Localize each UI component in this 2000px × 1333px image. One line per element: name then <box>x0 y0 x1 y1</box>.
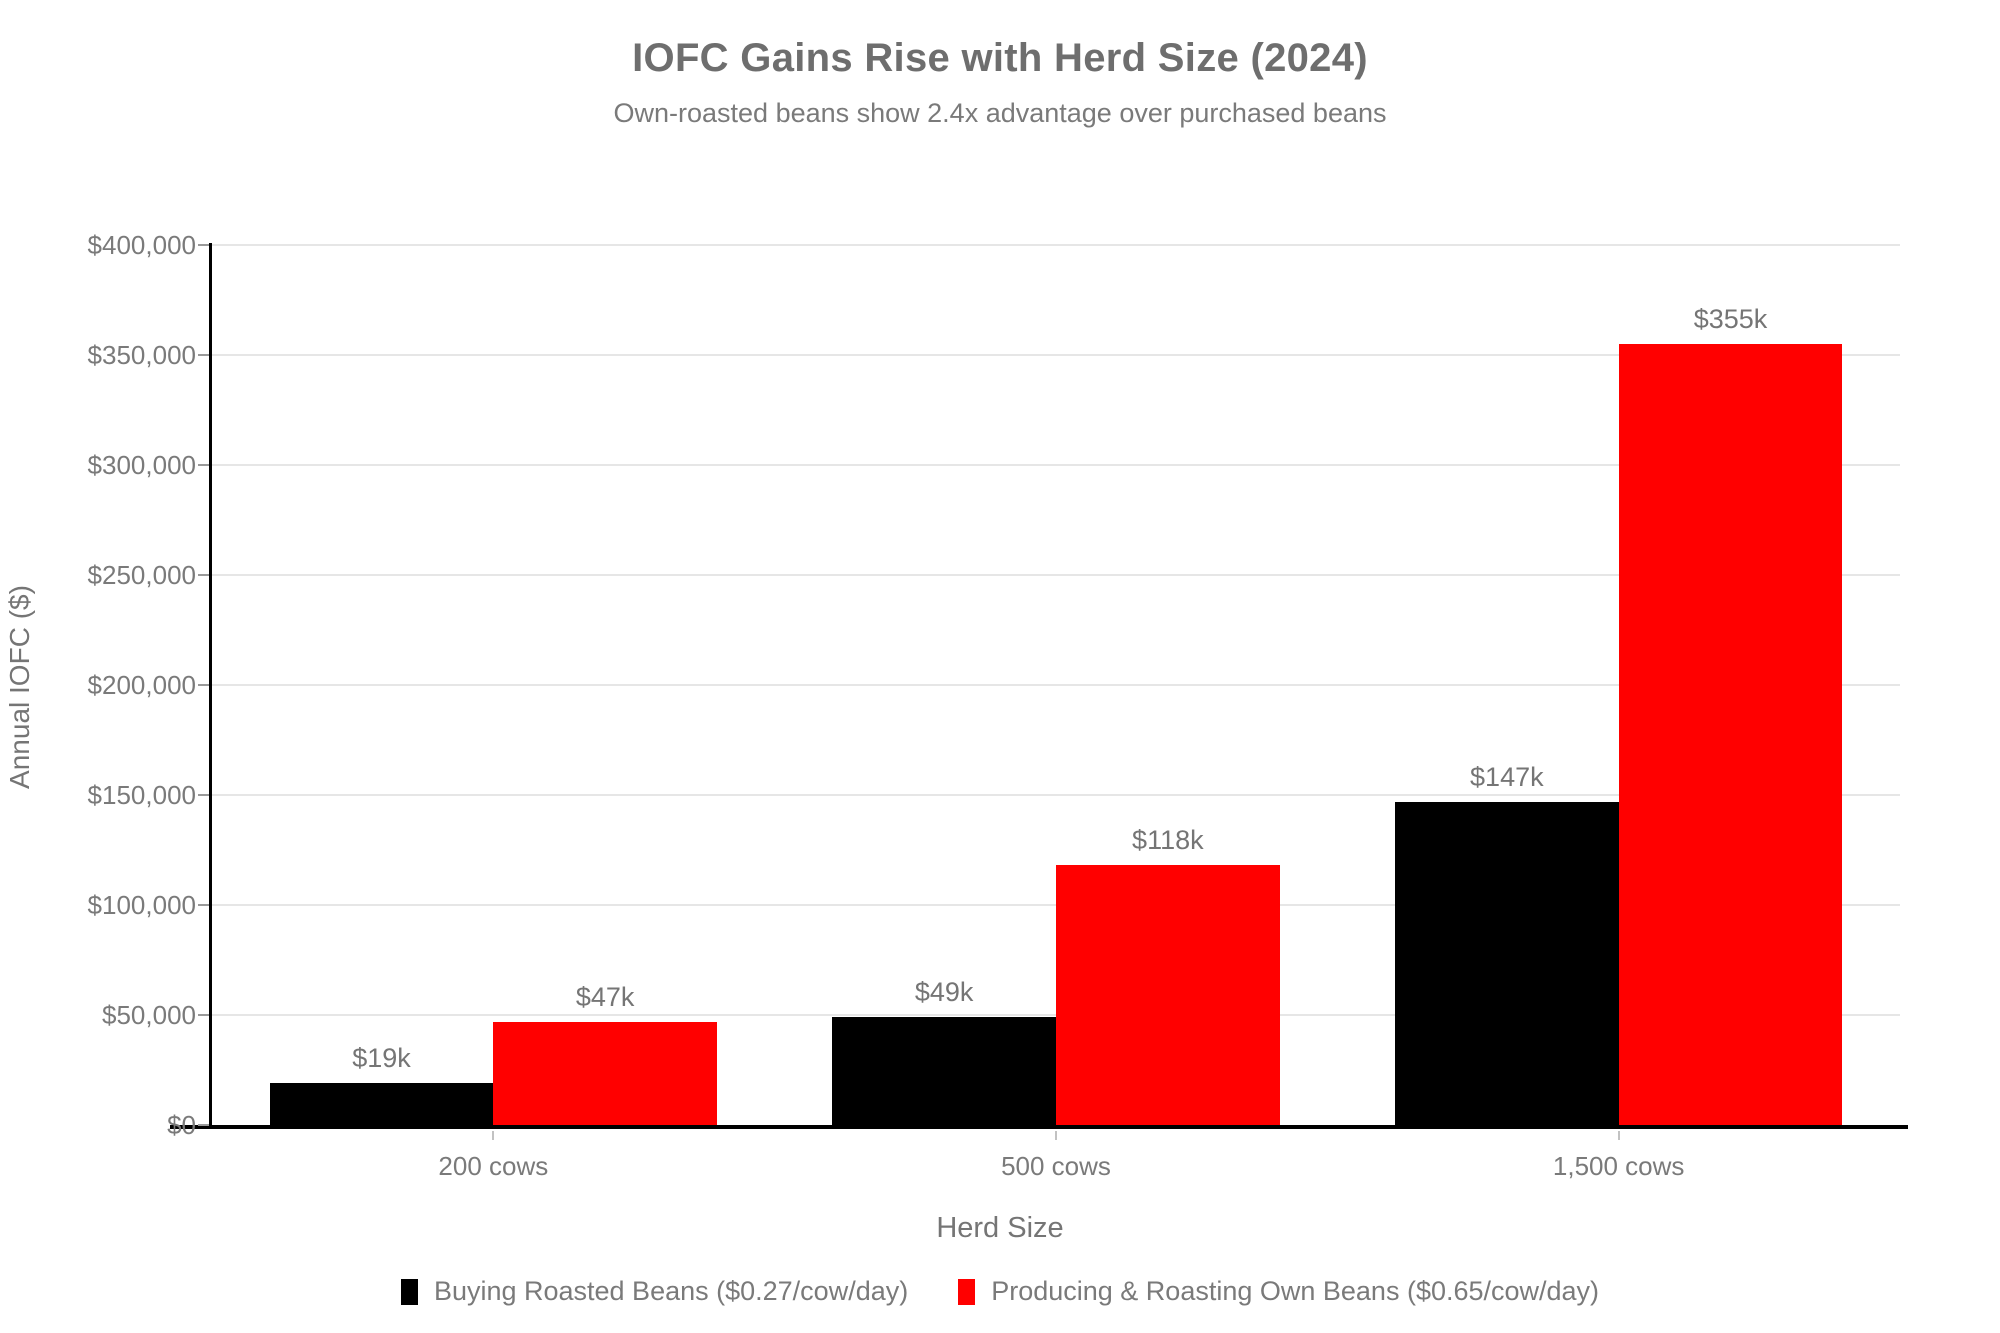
bar-value-label: $118k <box>1132 825 1204 856</box>
y-tick-label: $150,000 <box>87 780 196 810</box>
bar-value-label: $147k <box>1470 761 1544 792</box>
y-tick-label: $400,000 <box>87 230 196 260</box>
legend-item-series1[interactable]: Buying Roasted Beans ($0.27/cow/day) <box>400 1276 909 1307</box>
legend-swatch <box>400 1278 418 1305</box>
y-tick-mark <box>198 354 209 356</box>
bar-series1-500-cows <box>832 1017 1056 1125</box>
y-tick-mark <box>198 794 209 796</box>
y-tick-mark <box>198 1014 209 1016</box>
bar-series1-1-500-cows <box>1395 801 1619 1125</box>
legend-swatch <box>958 1278 976 1305</box>
y-tick-label: $0 <box>167 1110 196 1140</box>
y-tick-label: $50,000 <box>102 1000 196 1030</box>
gridline <box>212 794 1900 796</box>
y-tick-label: $200,000 <box>87 670 196 700</box>
y-axis-title: Annual IOFC ($) <box>4 585 35 789</box>
y-tick-mark <box>198 574 209 576</box>
legend: Buying Roasted Beans ($0.27/cow/day) Prod… <box>0 1276 2000 1307</box>
y-tick-mark <box>198 684 209 686</box>
x-tick-label: 1,500 cows <box>1552 1151 1685 1181</box>
x-tick-label: 200 cows <box>438 1151 549 1181</box>
x-tick-label: 500 cows <box>1001 1151 1111 1181</box>
x-tick-mark <box>1055 1131 1057 1140</box>
y-tick-label: $100,000 <box>87 890 196 920</box>
plot-area: $0 $50,000 $100,000 $150,000 $200,000 $250,00… <box>88 232 1908 1181</box>
y-tick-mark <box>198 904 209 906</box>
bar-series2-200-cows <box>493 1021 717 1125</box>
gridline <box>212 244 1900 246</box>
bar-series2-500-cows <box>1056 865 1280 1125</box>
bar-value-label: $47k <box>575 981 635 1012</box>
chart-title: IOFC Gains Rise with Herd Size (2024) <box>632 36 1368 80</box>
x-tick-mark <box>492 1131 495 1140</box>
x-axis-line <box>170 1125 1908 1129</box>
legend-label: Producing & Roasting Own Beans ($0.65/co… <box>991 1276 1600 1306</box>
gridline <box>212 684 1900 686</box>
chart-subtitle: Own-roasted beans show 2.4x advantage ov… <box>613 98 1387 128</box>
y-tick-mark <box>198 464 209 466</box>
gridline <box>212 354 1900 356</box>
bar-value-label: $355k <box>1693 304 1768 334</box>
bar-value-label: $19k <box>352 1043 411 1074</box>
y-tick-label: $300,000 <box>87 450 196 480</box>
y-tick-mark <box>198 244 209 246</box>
y-tick-label: $250,000 <box>87 560 196 590</box>
gridline <box>212 464 1900 466</box>
bar-series2-1-500-cows <box>1618 344 1843 1125</box>
bar-value-label: $49k <box>914 977 974 1008</box>
legend-item-series2[interactable]: Producing & Roasting Own Beans ($0.65/co… <box>958 1276 1599 1307</box>
bar-series1-200-cows <box>269 1083 494 1125</box>
y-tick-mark <box>198 1124 209 1126</box>
y-axis-line <box>209 243 212 1129</box>
legend-label: Buying Roasted Beans ($0.27/cow/day) <box>433 1276 909 1306</box>
x-axis-title: Herd Size <box>936 1212 1064 1244</box>
gridline <box>212 574 1900 576</box>
y-tick-label: $350,000 <box>87 340 196 370</box>
x-tick-mark <box>1617 1131 1620 1140</box>
